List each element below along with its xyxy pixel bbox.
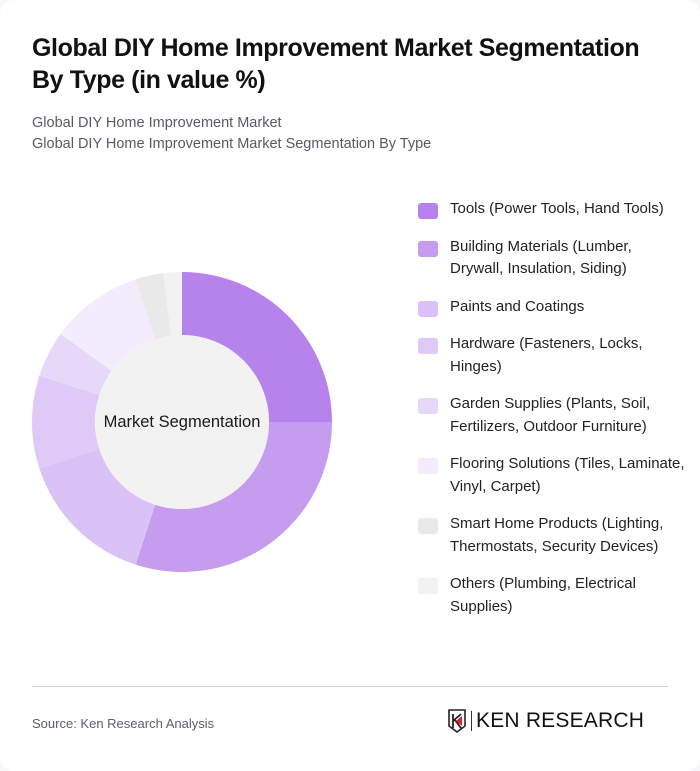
legend-item[interactable]: Garden Supplies (Plants, Soil, Fertilize… [418,393,688,438]
legend-label: Smart Home Products (Lighting, Thermosta… [450,515,664,555]
legend-item[interactable]: Tools (Power Tools, Hand Tools) [418,198,688,221]
donut-slice[interactable] [39,448,156,565]
ken-research-shield-icon [448,709,466,733]
donut-slice[interactable] [135,273,172,340]
legend-label: Tools (Power Tools, Hand Tools) [450,200,664,217]
legend-swatch-icon [418,458,438,474]
logo-text: KEN RESEARCH [476,709,645,732]
donut-slice[interactable] [31,375,100,469]
legend-label: Hardware (Fasteners, Locks, Hinges) [450,335,643,375]
logo-separator [471,711,472,731]
legend-swatch-icon [418,338,438,354]
chart-legend: Tools (Power Tools, Hand Tools) Building … [418,198,688,633]
legend-label: Flooring Solutions (Tiles, Laminate, Vin… [450,455,685,495]
legend-label: Others (Plumbing, Electrical Supplies) [450,575,636,615]
donut-svg [31,272,332,572]
legend-swatch-icon [418,300,438,317]
donut-slice[interactable] [182,272,332,422]
legend-item[interactable]: Paints and Coatings [418,296,688,319]
source-note: Source: Ken Research Analysis [32,716,215,731]
donut-slice[interactable] [163,272,182,336]
legend-item[interactable]: Others (Plumbing, Electrical Supplies) [418,573,688,618]
subtitle-line-2: Global DIY Home Improvement Market Segme… [32,136,432,152]
legend-label: Paints and Coatings [450,297,585,315]
donut-slice[interactable] [39,333,112,396]
legend-label: Garden Supplies (Plants, Soil, Fertilize… [450,395,651,435]
ken-research-logo: KEN RESEARCH [447,709,644,733]
legend-item[interactable]: Flooring Solutions (Tiles, Laminate, Vin… [418,453,688,498]
chart-title: Global DIY Home Improvement Market Segme… [32,34,640,94]
chart-subtitle: Global DIY Home Improvement Market Globa… [32,113,672,155]
donut-chart: Market Segmentation [30,270,334,574]
legend-swatch-icon [418,240,438,257]
legend-item[interactable]: Hardware (Fasteners, Locks, Hinges) [418,333,688,378]
donut-hole [95,335,269,509]
donut-slice[interactable] [135,422,332,572]
legend-swatch-icon [418,398,438,414]
legend-item[interactable]: Smart Home Products (Lighting, Thermosta… [418,513,688,558]
legend-label: Building Materials (Lumber, Drywall, Ins… [450,237,632,278]
legend-swatch-icon [418,203,438,219]
legend-swatch-icon [418,578,438,594]
legend-swatch-icon [418,518,438,534]
legend-item[interactable]: Building Materials (Lumber, Drywall, Ins… [418,236,688,281]
footer-divider [32,686,668,687]
donut-slice[interactable] [60,279,156,371]
subtitle-line-1: Global DIY Home Improvement Market [32,115,282,131]
